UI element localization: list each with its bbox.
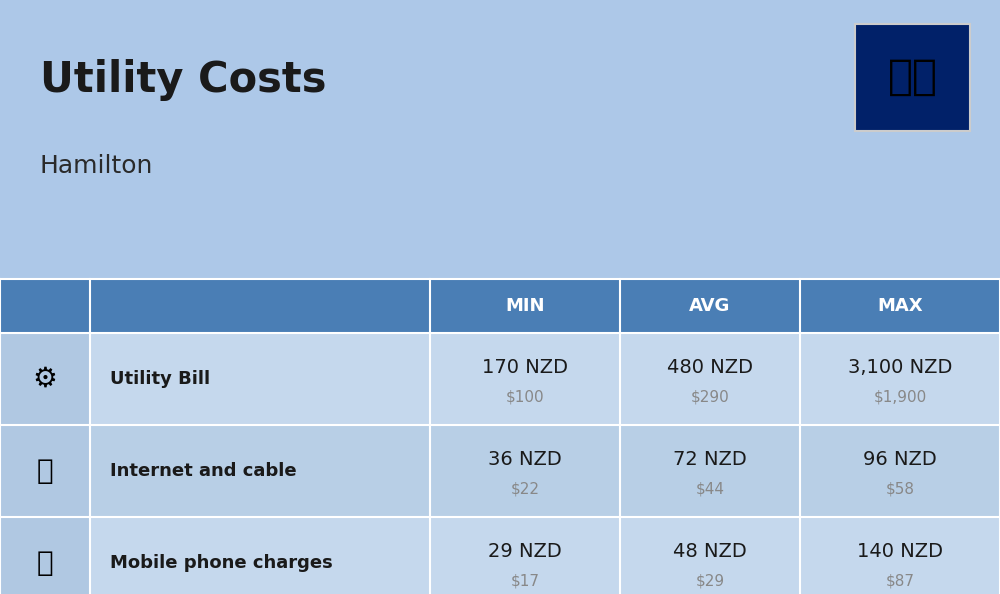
Text: ⚙️: ⚙️ xyxy=(33,365,57,393)
Text: 140 NZD: 140 NZD xyxy=(857,542,943,561)
Text: 📱: 📱 xyxy=(37,549,53,577)
FancyBboxPatch shape xyxy=(0,517,90,594)
Text: $29: $29 xyxy=(695,574,725,589)
Text: Utility Costs: Utility Costs xyxy=(40,59,326,102)
FancyBboxPatch shape xyxy=(90,425,1000,517)
FancyBboxPatch shape xyxy=(0,425,90,517)
FancyBboxPatch shape xyxy=(855,24,970,131)
Text: Internet and cable: Internet and cable xyxy=(110,462,297,480)
FancyBboxPatch shape xyxy=(0,279,1000,333)
Text: 36 NZD: 36 NZD xyxy=(488,450,562,469)
Text: 🇳🇿: 🇳🇿 xyxy=(888,56,938,98)
FancyBboxPatch shape xyxy=(0,333,90,425)
Text: Hamilton: Hamilton xyxy=(40,154,153,178)
Text: 29 NZD: 29 NZD xyxy=(488,542,562,561)
FancyBboxPatch shape xyxy=(90,333,1000,425)
Text: AVG: AVG xyxy=(689,297,731,315)
Text: $17: $17 xyxy=(511,574,540,589)
Text: MIN: MIN xyxy=(505,297,545,315)
FancyBboxPatch shape xyxy=(90,517,1000,594)
Text: 170 NZD: 170 NZD xyxy=(482,358,568,377)
Text: 480 NZD: 480 NZD xyxy=(667,358,753,377)
Text: $44: $44 xyxy=(696,482,724,497)
Text: $58: $58 xyxy=(886,482,914,497)
Text: $87: $87 xyxy=(886,574,914,589)
Text: $1,900: $1,900 xyxy=(873,390,927,405)
Text: 96 NZD: 96 NZD xyxy=(863,450,937,469)
Text: 72 NZD: 72 NZD xyxy=(673,450,747,469)
Text: MAX: MAX xyxy=(877,297,923,315)
Text: $100: $100 xyxy=(506,390,544,405)
Text: Mobile phone charges: Mobile phone charges xyxy=(110,554,333,572)
Text: 📶: 📶 xyxy=(37,457,53,485)
Text: $22: $22 xyxy=(511,482,540,497)
Text: $290: $290 xyxy=(691,390,729,405)
Text: 48 NZD: 48 NZD xyxy=(673,542,747,561)
Text: 3,100 NZD: 3,100 NZD xyxy=(848,358,952,377)
Text: Utility Bill: Utility Bill xyxy=(110,369,210,388)
